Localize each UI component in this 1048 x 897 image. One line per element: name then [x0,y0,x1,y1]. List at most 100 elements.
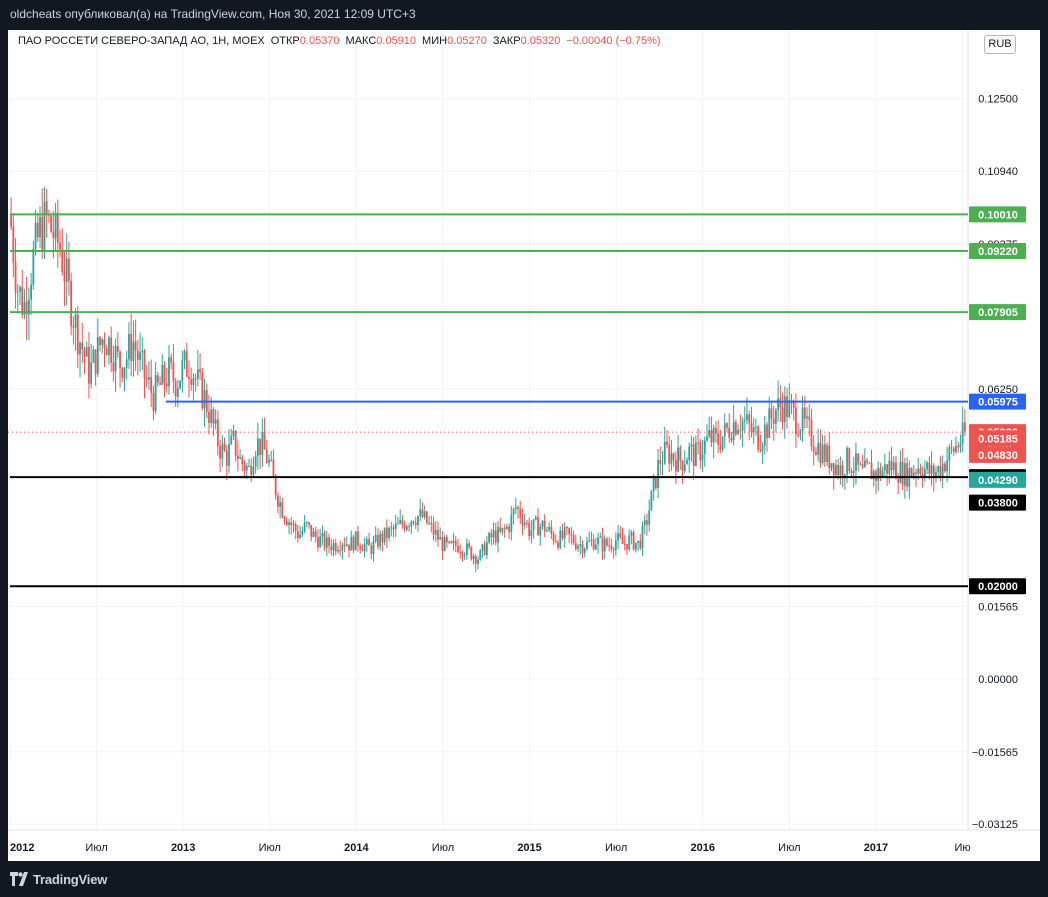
candle-body [325,537,328,548]
candle-body [99,337,101,346]
candle-body [621,537,624,544]
x-tick-label: Июл [259,842,281,854]
candle-body [599,536,602,538]
candle-body [692,444,695,467]
candle-body [70,280,73,327]
candle-body [16,291,19,293]
candle-body [154,375,157,412]
candle-body [439,537,442,540]
candle-body [121,368,124,378]
candle-body [432,523,435,535]
candle-body [512,508,515,515]
candle-body [632,532,635,550]
candle-body [34,222,37,249]
candle-body [835,464,837,476]
currency-badge[interactable]: RUB [984,35,1016,54]
candle-body [917,468,920,474]
candle-body [590,539,593,541]
candle-body [419,509,422,517]
price-chart[interactable]: 0.125000.109400.093750.062500.015650.000… [8,30,1040,861]
candle-body [312,531,315,537]
candle-body [485,542,488,556]
candle-body [392,527,395,529]
candle-body [672,453,675,461]
candle-body [592,539,595,550]
y-tick-label: 0.12500 [978,94,1018,106]
candle-body [950,447,953,449]
candle-body [454,540,457,546]
candle-body [343,544,346,546]
candle-body [548,526,551,530]
candle-body [521,517,524,525]
candle-body [863,460,866,468]
candle-body [81,342,84,350]
candle-body [317,536,319,548]
candle-body [712,427,715,443]
candle-body [679,447,682,461]
candle-body [657,460,659,488]
candle-body [943,463,946,472]
candle-body [772,418,775,424]
candle-body [641,525,644,549]
candle-body [594,544,597,550]
candle-body [21,287,24,315]
candle-body [261,431,264,456]
candle-body [539,526,542,536]
candle-body [354,531,357,551]
candle-body [434,530,437,535]
hline-price-label: 0.07905 [978,307,1018,319]
x-tick-label: 2017 [864,842,888,854]
candle-body [472,556,475,560]
candle-body [43,201,46,252]
candle-body [666,441,668,445]
candle-body [377,534,379,547]
candle-body [721,436,724,450]
candle-body [174,381,177,397]
candle-body [130,334,133,361]
candle-body [201,372,204,409]
tradingview-logo-icon [10,872,28,886]
candle-body [748,414,751,424]
candle-body [285,521,288,526]
publish-info: oldcheats опубликовал(а) на TradingView.… [10,7,416,21]
candle-body [114,346,117,372]
candle-body [352,536,355,551]
candle-body [372,541,375,555]
candle-body [730,437,733,441]
candle-body [750,423,753,432]
candle-body [290,522,293,525]
chart-frame[interactable]: 0.125000.109400.093750.062500.015650.000… [8,30,1040,861]
candle-body [208,411,210,424]
candle-body [652,477,655,491]
candle-body [383,527,386,543]
candle-body [921,473,924,479]
x-tick-label: 2016 [691,842,715,854]
candle-body [345,544,348,546]
candle-body [510,514,513,533]
candle-body [279,501,282,507]
candle-body [283,517,286,522]
candle-body [694,442,697,467]
candle-body [928,462,931,474]
candle-body [537,517,539,536]
candle-body [172,362,175,382]
candle-body [112,362,115,372]
candle-body [152,392,155,412]
candle-body [96,337,99,374]
candle-body [932,465,935,478]
candle-body [103,339,106,349]
candle-body [330,545,333,551]
candle-body [868,462,871,464]
candle-body [54,212,57,239]
candle-body [906,463,908,487]
candle-body [79,342,81,355]
candle-body [216,419,219,447]
candle-body [348,544,350,551]
candle-body [219,446,221,459]
candle-body [759,449,762,451]
candle-body [935,471,937,478]
horizontal-line-labels: 0.100100.092200.079050.059750.043250.020… [969,206,1026,595]
candle-body [728,427,731,438]
candle-body [606,538,608,546]
candle-body [119,351,121,369]
